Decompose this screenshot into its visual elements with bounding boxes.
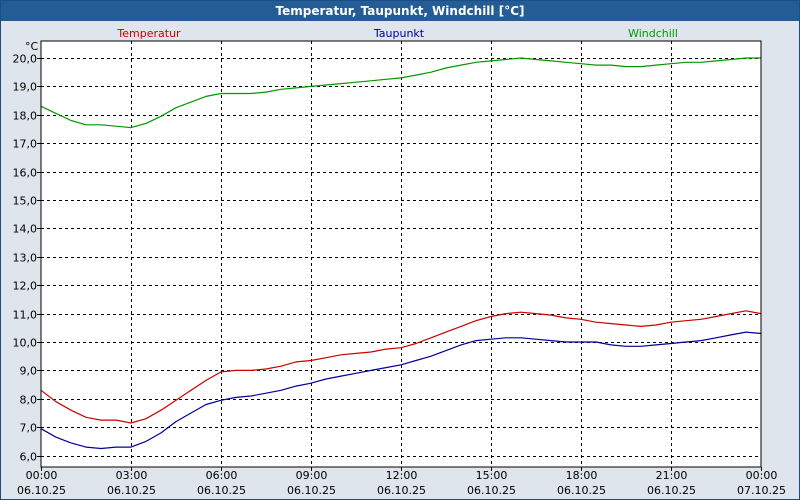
y-axis-tick-labels: 6,0 7,0 8,0 9,0 10,0 11,0 12,0 13,0 14,0 15,0 16,0…: [13, 53, 38, 464]
weather-line-chart: 6,0 7,0 8,0 9,0 10,0 11,0 12,0 13,0 14,0 15,0 16,0…: [13, 27, 786, 497]
y-tick-label: 12,0: [13, 280, 38, 293]
grid-lines: [37, 41, 762, 471]
y-tick-label: 8,0: [20, 394, 38, 407]
x-tick-date: 06.10.25: [377, 484, 426, 497]
y-tick-label: 11,0: [13, 309, 38, 322]
y-tick-label: 18,0: [13, 110, 38, 123]
y-tick-label: 10,0: [13, 337, 38, 350]
y-tick-label: 6,0: [20, 451, 38, 464]
x-tick-date: 06.10.25: [467, 484, 516, 497]
series-lines: [40, 57, 762, 450]
x-tick-date: 06.10.25: [557, 484, 606, 497]
x-tick-date: 06.10.25: [287, 484, 336, 497]
y-tick-label: 9,0: [20, 365, 38, 378]
x-axis-tick-labels: 00:00 06.10.25 03:00 06.10.25 06:00 06.10.25 0…: [17, 469, 786, 497]
legend-item-taupunkt: Taupunkt: [373, 27, 425, 40]
y-tick-label: 7,0: [20, 422, 38, 435]
y-tick-label: 16,0: [13, 167, 38, 180]
x-tick-time: 03:00: [116, 469, 148, 482]
legend-item-windchill: Windchill: [628, 27, 678, 40]
y-tick-label: 14,0: [13, 223, 38, 236]
x-tick-date: 06.10.25: [17, 484, 66, 497]
y-axis-unit-label: °C: [25, 40, 39, 53]
x-tick-time: 15:00: [476, 469, 508, 482]
x-tick-time: 00:00: [26, 469, 58, 482]
chart-title: Temperatur, Taupunkt, Windchill [°C]: [1, 1, 799, 21]
x-tick-date: 06.10.25: [647, 484, 696, 497]
legend-item-temperatur: Temperatur: [116, 27, 181, 40]
series-line-taupunkt: [40, 331, 762, 450]
y-tick-label: 13,0: [13, 252, 38, 265]
y-tick-label: 19,0: [13, 81, 38, 94]
x-tick-time: 18:00: [566, 469, 598, 482]
y-tick-label: 17,0: [13, 138, 38, 151]
y-tick-label: 20,0: [13, 53, 38, 66]
x-tick-date: 07.10.25: [737, 484, 786, 497]
series-line-temperatur: [40, 310, 762, 424]
x-tick-date: 06.10.25: [197, 484, 246, 497]
x-tick-time: 21:00: [656, 469, 688, 482]
legend: Temperatur Taupunkt Windchill: [116, 27, 678, 40]
x-tick-time: 00:00: [746, 469, 778, 482]
y-tick-label: 15,0: [13, 195, 38, 208]
x-tick-time: 09:00: [296, 469, 328, 482]
plot-border: [40, 40, 762, 468]
x-tick-time: 06:00: [206, 469, 238, 482]
x-tick-date: 06.10.25: [107, 484, 156, 497]
series-line-windchill: [40, 57, 761, 129]
x-tick-time: 12:00: [386, 469, 418, 482]
